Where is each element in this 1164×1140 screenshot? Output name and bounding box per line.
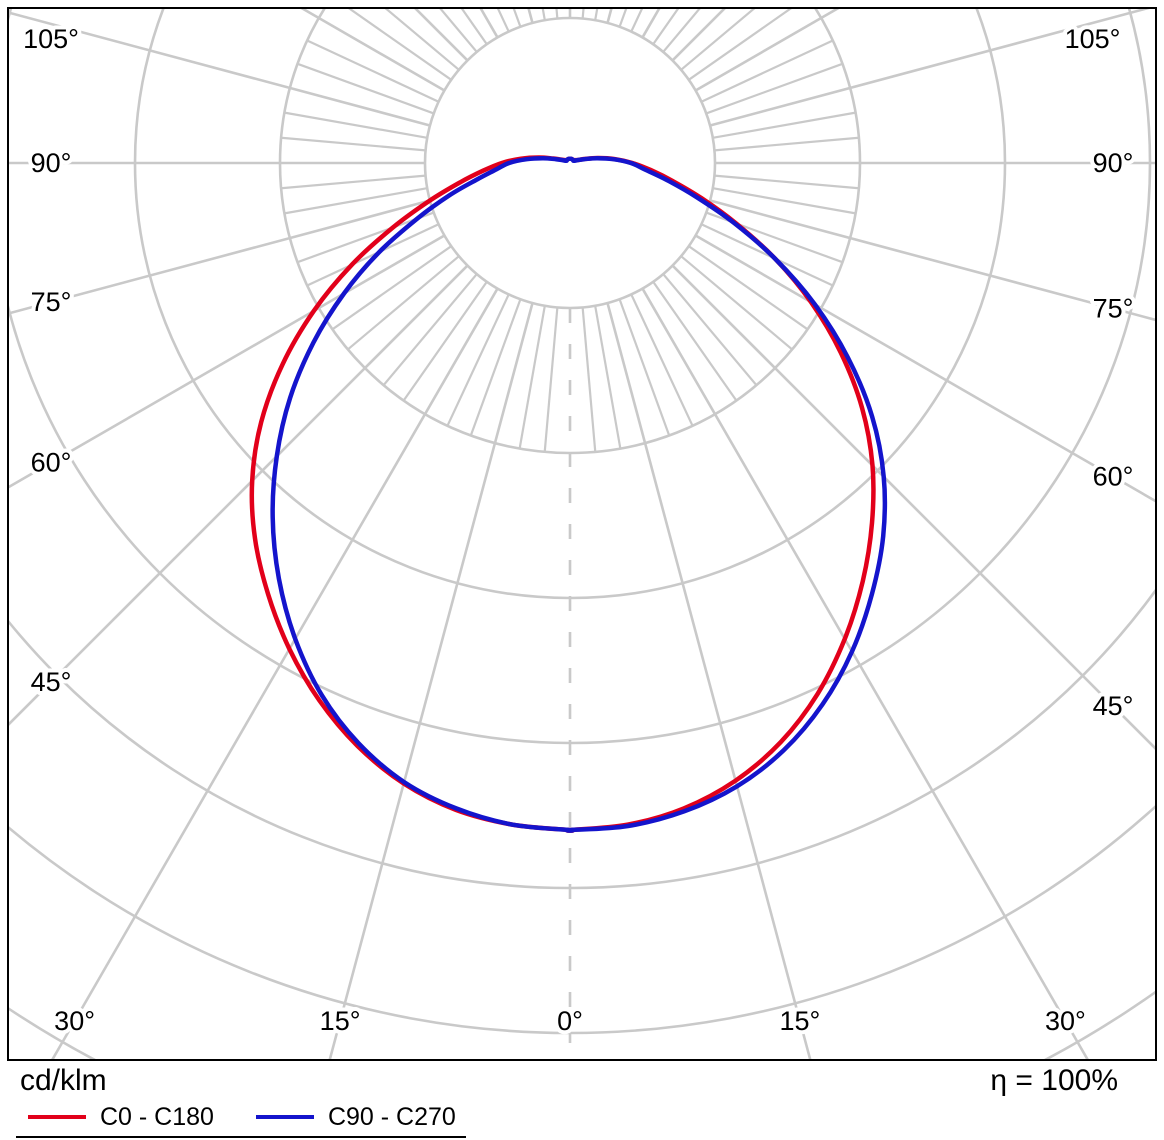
grid-radial-minor	[688, 9, 792, 81]
grid-radial-minor	[688, 245, 809, 331]
grid-radial-minor	[581, 307, 597, 452]
angle-label: 75°	[1093, 294, 1134, 324]
angle-label: 60°	[1093, 462, 1134, 492]
grid-radial-major	[641, 287, 1089, 1059]
angle-label: 30°	[54, 1006, 95, 1036]
efficiency-label: η = 100%	[990, 1064, 1118, 1097]
grid-radial-minor	[512, 9, 522, 28]
grid-radial-minor	[594, 305, 622, 449]
legend-label-c90-c270: C90 - C270	[327, 1103, 456, 1131]
angle-label: 90°	[31, 148, 72, 178]
grid-radial-minor	[306, 39, 440, 103]
grid-radial-minor	[581, 9, 585, 19]
grid-radial-minor	[439, 9, 478, 53]
grid-ring	[9, 990, 1155, 1059]
grid-radial-minor	[469, 298, 522, 436]
legend-item-c90-c270: C90 - C270	[255, 1103, 456, 1131]
angle-label: 45°	[31, 667, 72, 697]
legend-label-c0-c180: C0 - C180	[100, 1103, 214, 1131]
grid-radial-major	[709, 199, 1155, 322]
legend-underline	[16, 1136, 466, 1138]
polar-chart: 0° 15° 15° 30° 30° 45° 45° 60° 60° 75° 75° 90° 90° 10…	[9, 9, 1155, 1059]
grid-radial-minor	[714, 174, 859, 190]
grid-radial-major	[9, 264, 469, 726]
grid-radial-major	[9, 11, 431, 127]
grid-radial-minor	[460, 9, 488, 45]
grid-radial-minor	[382, 273, 478, 386]
grid-radial-major	[671, 264, 1155, 750]
grid-radial-minor	[446, 293, 510, 427]
angle-label: 30°	[1045, 1006, 1086, 1036]
grid-radial-minor	[700, 223, 834, 287]
grid-radial-minor	[402, 281, 488, 402]
unit-label: cd/klm	[20, 1064, 107, 1097]
grid-radial-minor	[700, 39, 834, 103]
grid-radial-minor	[306, 223, 440, 287]
legend-swatch-c90-c270	[255, 1115, 314, 1119]
grid-radial-major	[694, 234, 1155, 503]
grid-ring	[9, 9, 1152, 745]
angle-label: 75°	[31, 287, 72, 317]
angle-label: 45°	[1093, 691, 1134, 721]
intensity-curve-c90-c270	[270, 155, 888, 833]
legend-swatch-c0-c180	[28, 1115, 86, 1119]
angle-label: 60°	[31, 448, 72, 478]
grid-radial-minor	[543, 307, 559, 452]
grid-ring	[423, 16, 717, 310]
grid-radial-minor	[284, 187, 428, 215]
grid-radial-major	[51, 287, 499, 1059]
grid-radial-minor	[662, 273, 758, 386]
grid-radial-minor	[652, 9, 680, 45]
grid-radial-major	[9, 234, 446, 489]
angle-label: 105°	[23, 24, 79, 54]
angle-label: 90°	[1093, 148, 1134, 178]
legend: C0 - C180 C90 - C270	[28, 1104, 456, 1130]
grid-radial-minor	[281, 174, 426, 190]
grid-radial-minor	[712, 111, 856, 139]
grid-radial-minor	[680, 255, 793, 351]
grid-radial-major	[328, 302, 534, 1059]
grid-radial-minor	[496, 9, 510, 33]
grid-radial-minor	[331, 245, 452, 331]
polar-plot-frame: 0° 15° 15° 30° 30° 45° 45° 60° 60° 75° 75° 90° 90° 10…	[7, 7, 1157, 1061]
legend-item-c0-c180: C0 - C180	[28, 1104, 214, 1130]
grid-radial-minor	[705, 62, 843, 115]
grid-radial-minor	[297, 62, 435, 115]
grid-radial-minor	[680, 9, 756, 71]
angle-label: 0°	[557, 1006, 583, 1036]
grid-radial-minor	[652, 281, 738, 402]
grid-radial-minor	[348, 9, 452, 81]
grid-radial-minor	[555, 9, 559, 19]
grid-radial-minor	[712, 187, 856, 215]
grid-radial-minor	[384, 9, 460, 71]
grid-radial-minor	[284, 111, 428, 139]
grid-radial-minor	[630, 293, 694, 427]
angle-label: 105°	[1065, 24, 1121, 54]
grid-radial-major	[709, 9, 1150, 127]
grid-radial-minor	[714, 136, 859, 152]
grid-radial-minor	[281, 136, 426, 152]
grid-radial-minor	[662, 9, 701, 53]
grid-ring	[9, 588, 1155, 890]
grid-radial-major	[606, 302, 812, 1059]
angle-label: 15°	[320, 1006, 361, 1036]
grid-radial-minor	[630, 9, 644, 33]
grid-radial-major	[9, 199, 431, 315]
grid-radial-minor	[618, 9, 628, 28]
angle-label: 15°	[779, 1006, 820, 1036]
grid-radial-minor	[618, 298, 671, 436]
grid-radial-minor	[518, 305, 546, 449]
grid-radial-minor	[347, 255, 460, 351]
